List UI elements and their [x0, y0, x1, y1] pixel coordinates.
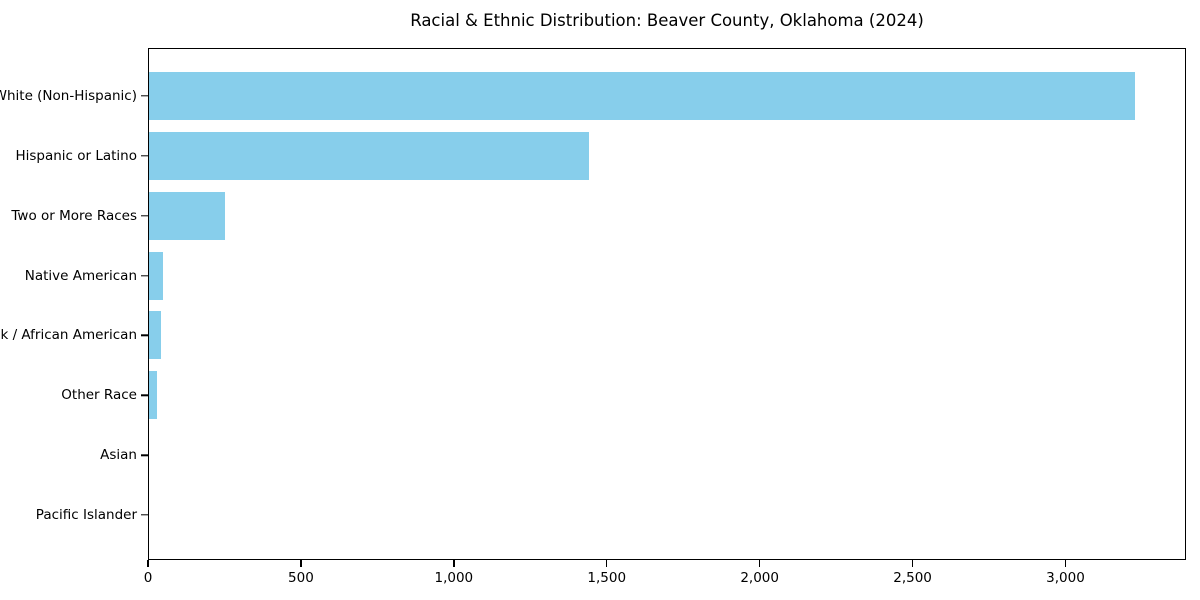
y-tick-mark — [141, 514, 148, 516]
category-label: Hispanic or Latino — [15, 147, 137, 164]
x-tick-label: 0 — [143, 570, 153, 586]
y-tick-mark — [141, 454, 148, 456]
x-tick-mark — [911, 560, 914, 567]
category-label: Black / African American — [0, 327, 137, 344]
x-axis: 0 500 1,000 1,500 2,000 2,500 3,000 — [144, 560, 1186, 600]
x-tick-label: 1,500 — [587, 570, 627, 586]
bar — [149, 191, 226, 240]
category-label: White (Non-Hispanic) — [0, 87, 137, 104]
bar — [149, 311, 162, 360]
x-tick-mark — [453, 560, 455, 567]
bar-row: Other Race — [61, 365, 1185, 425]
x-tick-mark — [606, 560, 608, 567]
y-tick-mark — [141, 394, 148, 397]
y-tick-mark — [141, 334, 148, 337]
category-label: Pacific Islander — [35, 507, 137, 524]
bar-row: Black / African American — [0, 306, 1185, 366]
bar — [149, 131, 589, 180]
x-tick-label: 2,000 — [740, 570, 779, 586]
bar-rows: White (Non-Hispanic) Hispanic or Latino Tw… — [0, 66, 1185, 545]
bar-row: Asian — [100, 425, 1185, 485]
y-tick-mark — [141, 274, 148, 277]
bar-row: Two or More Races — [11, 186, 1185, 246]
x-tick-mark — [1064, 560, 1067, 567]
y-tick-mark — [141, 155, 148, 157]
x-tick-mark — [758, 560, 761, 567]
bar-row: Pacific Islander — [36, 485, 1185, 545]
bar-row: White (Non-Hispanic) — [0, 66, 1185, 126]
y-tick-mark — [141, 214, 148, 217]
bar-row: Hispanic or Latino — [15, 126, 1185, 186]
bar — [149, 371, 157, 420]
x-tick-label: 3,000 — [1046, 570, 1085, 586]
x-tick-mark — [147, 560, 149, 567]
category-label: Other Race — [61, 387, 137, 404]
category-label: Native American — [24, 267, 137, 284]
x-tick-mark — [300, 560, 302, 567]
x-tick-label: 500 — [288, 570, 314, 586]
bar — [149, 71, 1135, 120]
x-tick-label: 1,000 — [434, 570, 474, 586]
category-label: Asian — [100, 447, 137, 464]
chart-title: Racial & Ethnic Distribution: Beaver Cou… — [410, 11, 924, 30]
x-tick-label: 2,500 — [893, 570, 932, 586]
bar — [149, 251, 163, 300]
y-tick-mark — [141, 95, 148, 97]
category-label: Two or More Races — [11, 207, 137, 224]
plot-area: White (Non-Hispanic) Hispanic or Latino Tw… — [0, 48, 1186, 560]
bar-row: Native American — [25, 246, 1185, 306]
